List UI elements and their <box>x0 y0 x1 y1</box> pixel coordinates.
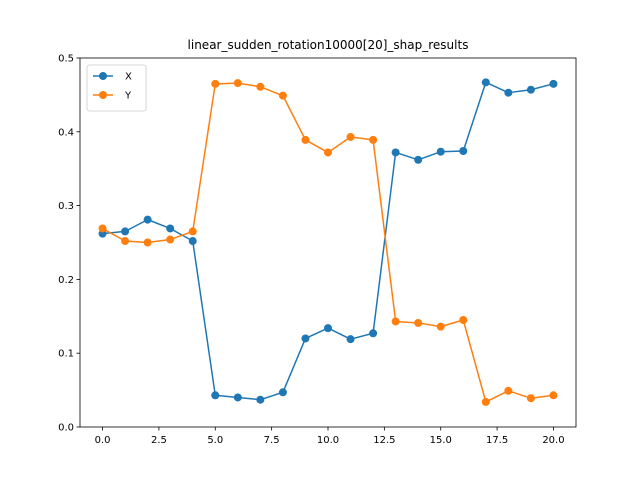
data-point-x <box>369 329 378 338</box>
data-point-x <box>233 393 242 402</box>
x-tick-label: 0.0 <box>95 435 111 446</box>
data-point-x <box>166 224 175 233</box>
data-point-y <box>414 318 423 327</box>
data-point-y <box>504 386 513 395</box>
x-tick-label: 17.5 <box>486 435 508 446</box>
data-point-y <box>166 235 175 244</box>
data-point-x <box>278 388 287 397</box>
data-point-y <box>436 322 445 331</box>
data-point-y <box>211 79 220 88</box>
legend: XY <box>86 64 147 112</box>
legend-marker-x <box>99 72 107 80</box>
data-point-y <box>98 224 107 233</box>
x-tick-label: 10.0 <box>317 435 339 446</box>
y-tick-label: 0.4 <box>58 127 74 138</box>
data-point-y <box>278 91 287 100</box>
data-point-x <box>526 85 535 94</box>
data-point-x <box>436 147 445 156</box>
y-tick-label: 0.5 <box>58 54 74 65</box>
x-tick-label: 2.5 <box>151 435 167 446</box>
data-point-y <box>391 317 400 326</box>
data-point-y <box>143 238 152 247</box>
legend-box <box>86 64 147 112</box>
y-tick-label: 0.0 <box>58 423 74 434</box>
y-tick-label: 0.3 <box>58 201 74 212</box>
data-point-y <box>188 227 197 236</box>
data-point-y <box>346 132 355 141</box>
data-point-y <box>256 82 265 91</box>
data-point-x <box>301 334 310 343</box>
data-point-x <box>324 324 332 333</box>
x-tick-label: 7.5 <box>264 435 280 446</box>
plot-area <box>98 78 558 406</box>
data-point-y <box>324 148 332 157</box>
data-point-x <box>121 227 130 236</box>
chart-title: linear_sudden_rotation10000[20]_shap_res… <box>188 38 469 52</box>
y-tick-label: 0.2 <box>58 275 74 286</box>
data-point-x <box>211 391 220 400</box>
data-point-y <box>481 397 490 406</box>
x-tick-label: 12.5 <box>373 435 395 446</box>
legend-label-x: X <box>125 72 132 83</box>
data-point-y <box>233 79 242 88</box>
data-point-x <box>391 148 400 157</box>
data-point-y <box>526 394 535 403</box>
data-point-y <box>459 315 468 324</box>
data-point-x <box>188 237 197 246</box>
data-point-x <box>346 335 355 344</box>
data-point-x <box>256 395 265 404</box>
data-point-y <box>369 135 378 144</box>
data-point-x <box>481 78 490 87</box>
legend-marker-y <box>99 91 107 99</box>
axes: 0.0 2.5 5.0 7.5 10.0 12.5 15.0 17.5 20.0 0.0 0.1 0.… <box>58 54 577 446</box>
data-point-y <box>121 237 130 246</box>
y-tick-label: 0.1 <box>58 349 74 360</box>
data-point-y <box>301 135 310 144</box>
x-tick-label: 20.0 <box>542 435 564 446</box>
data-point-y <box>549 391 558 400</box>
data-point-x <box>414 155 423 164</box>
legend-label-y: Y <box>124 91 132 102</box>
data-point-x <box>143 215 152 224</box>
data-point-x <box>459 146 468 155</box>
x-tick-label: 15.0 <box>430 435 452 446</box>
x-tick-label: 5.0 <box>207 435 223 446</box>
data-point-x <box>549 79 558 88</box>
data-point-x <box>504 88 513 97</box>
